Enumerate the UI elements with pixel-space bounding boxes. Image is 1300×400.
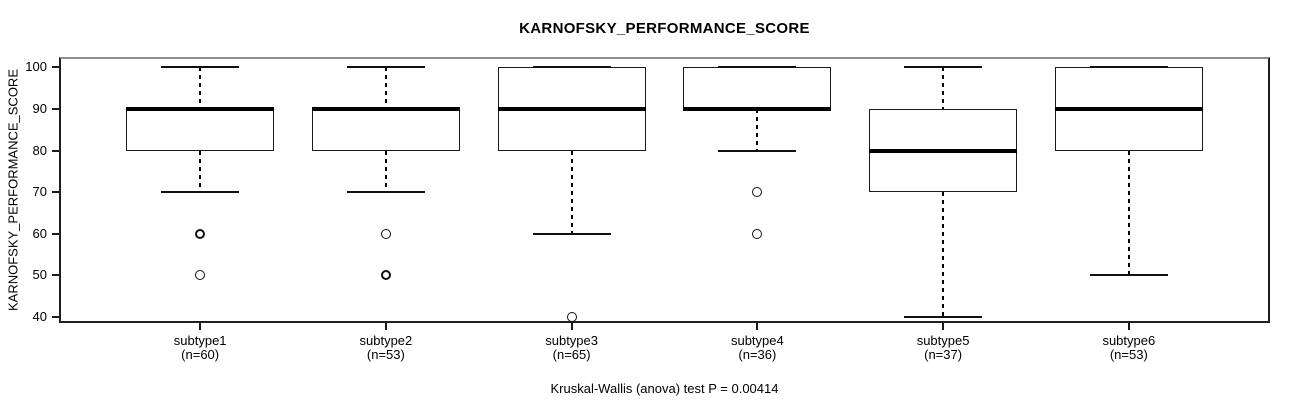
y-tick-label: 40 [32,308,47,324]
y-tick [52,315,59,318]
outlier-point [380,270,391,281]
x-tick [384,323,387,330]
whisker-lower [570,150,573,234]
whisker-cap-upper [161,66,240,69]
median-line [497,106,646,111]
group-label: subtype3 [545,333,598,348]
y-tick-label: 80 [32,142,47,158]
whisker-cap-upper [1089,66,1168,69]
whisker-upper [384,67,387,109]
group-n-label: (n=36) [738,347,777,362]
outlier-point [752,228,763,239]
group-label: subtype4 [730,333,784,348]
whisker-lower [756,108,759,151]
whisker-cap-lower [718,149,797,152]
whisker-cap-lower [904,315,983,318]
median-line [126,106,275,111]
outlier-point [752,187,763,198]
y-tick-label: 70 [32,184,47,200]
group-n-label: (n=65) [552,347,591,362]
chart-title: KARNOFSKY_PERFORMANCE_SCORE [519,20,810,37]
y-tick [52,191,59,194]
whisker-cap-lower [161,191,240,194]
whisker-cap-upper [904,66,983,69]
y-tick [52,66,59,69]
whisker-cap-upper [532,66,611,69]
whisker-upper [199,67,202,109]
outlier-point [380,228,391,239]
group-n-label: (n=60) [181,347,220,362]
group-label: subtype5 [916,333,970,348]
whisker-cap-lower [346,191,425,194]
x-tick [570,323,573,330]
whisker-upper [942,67,945,109]
x-tick [756,323,759,330]
y-tick [52,232,59,235]
group-label: subtype2 [359,333,413,348]
whisker-lower [384,150,387,193]
box [126,108,275,151]
whisker-cap-lower [532,232,611,235]
outlier-point [566,311,577,322]
x-tick [199,323,202,330]
whisker-lower [199,150,202,193]
y-tick [52,274,59,277]
y-tick [52,149,59,152]
median-line [311,106,460,111]
whisker-cap-upper [346,66,425,69]
box [683,67,832,109]
group-n-label: (n=37) [924,347,963,362]
median-line [1054,106,1203,111]
box [311,108,460,151]
y-tick-label: 50 [32,267,47,283]
group-n-label: (n=53) [1109,347,1148,362]
y-tick-label: 90 [32,100,47,116]
x-tick [1127,323,1130,330]
y-tick-label: 60 [32,225,47,241]
y-tick-label: 100 [25,59,47,75]
outlier-point [195,270,206,281]
whisker-lower [942,192,945,317]
group-label: subtype6 [1102,333,1156,348]
whisker-cap-lower [1089,274,1168,277]
whisker-cap-upper [718,66,797,69]
y-tick [52,107,59,110]
footer-annotation: Kruskal-Wallis (anova) test P = 0.00414 [550,381,779,396]
median-line [683,106,832,111]
group-label: subtype1 [173,333,227,348]
whisker-lower [1127,150,1130,276]
group-n-label: (n=53) [366,347,405,362]
median-line [869,148,1018,153]
outlier-point [195,228,206,239]
x-tick [942,323,945,330]
